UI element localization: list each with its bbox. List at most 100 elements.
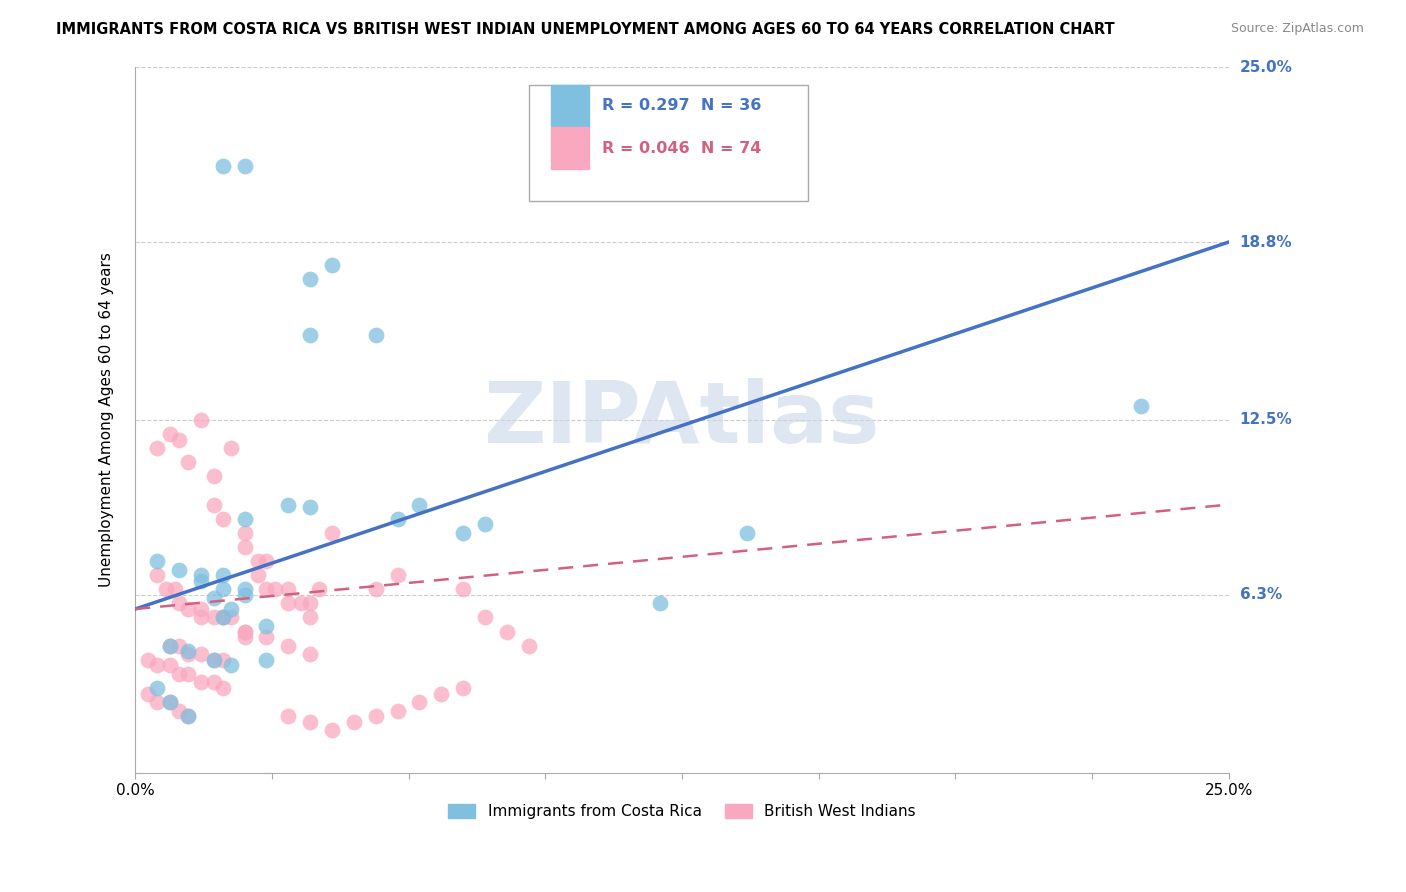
- Point: [146, 658, 169, 673]
- Point: [176, 644, 198, 658]
- Point: [474, 517, 496, 532]
- Point: [202, 469, 225, 483]
- Point: [299, 328, 322, 343]
- Point: [290, 596, 312, 610]
- Point: [211, 568, 233, 582]
- Point: [202, 653, 225, 667]
- Point: [221, 610, 243, 624]
- Point: [155, 582, 177, 597]
- Point: [299, 272, 322, 286]
- Point: [387, 568, 409, 582]
- Point: [277, 639, 299, 653]
- Point: [254, 554, 277, 568]
- Point: [233, 582, 256, 597]
- Point: [233, 159, 256, 173]
- Point: [211, 159, 233, 173]
- Point: [202, 653, 225, 667]
- Point: [299, 714, 322, 729]
- Point: [496, 624, 519, 639]
- Point: [277, 596, 299, 610]
- Point: [277, 498, 299, 512]
- Point: [146, 695, 169, 709]
- Point: [233, 540, 256, 554]
- Point: [190, 568, 212, 582]
- Point: [159, 695, 181, 709]
- Point: [737, 525, 759, 540]
- Point: [299, 596, 322, 610]
- Point: [176, 709, 198, 723]
- Point: [176, 455, 198, 469]
- Point: [233, 624, 256, 639]
- Point: [254, 630, 277, 644]
- Text: ZIPAtlas: ZIPAtlas: [484, 378, 880, 461]
- Point: [221, 658, 243, 673]
- Point: [146, 568, 169, 582]
- Point: [517, 639, 540, 653]
- Point: [254, 619, 277, 633]
- Point: [233, 525, 256, 540]
- Text: 12.5%: 12.5%: [1240, 412, 1292, 427]
- Point: [1130, 399, 1153, 413]
- Point: [176, 667, 198, 681]
- Point: [163, 582, 186, 597]
- Point: [451, 681, 474, 695]
- Point: [321, 723, 343, 738]
- Text: Source: ZipAtlas.com: Source: ZipAtlas.com: [1230, 22, 1364, 36]
- Point: [321, 258, 343, 272]
- Point: [202, 498, 225, 512]
- Point: [159, 658, 181, 673]
- Point: [167, 704, 190, 718]
- FancyBboxPatch shape: [529, 85, 807, 202]
- Point: [176, 647, 198, 661]
- Point: [474, 610, 496, 624]
- Text: 6.3%: 6.3%: [1240, 588, 1282, 602]
- Text: R = 0.297  N = 36: R = 0.297 N = 36: [602, 98, 762, 113]
- Point: [308, 582, 330, 597]
- Point: [408, 498, 430, 512]
- Point: [202, 675, 225, 690]
- Bar: [551, 127, 589, 169]
- Point: [211, 653, 233, 667]
- Point: [221, 441, 243, 455]
- Point: [430, 687, 453, 701]
- Point: [159, 695, 181, 709]
- Point: [364, 582, 387, 597]
- Point: [233, 630, 256, 644]
- Point: [299, 610, 322, 624]
- Point: [254, 653, 277, 667]
- Point: [190, 610, 212, 624]
- Text: 18.8%: 18.8%: [1240, 235, 1292, 250]
- Point: [202, 591, 225, 605]
- Point: [146, 681, 169, 695]
- Point: [408, 695, 430, 709]
- Point: [451, 582, 474, 597]
- Point: [167, 596, 190, 610]
- Point: [299, 500, 322, 515]
- Point: [233, 588, 256, 602]
- Point: [176, 602, 198, 616]
- Point: [343, 714, 366, 729]
- Point: [167, 562, 190, 576]
- Text: R = 0.046  N = 74: R = 0.046 N = 74: [602, 141, 762, 156]
- Point: [221, 602, 243, 616]
- Point: [233, 512, 256, 526]
- Point: [190, 647, 212, 661]
- Legend: Immigrants from Costa Rica, British West Indians: Immigrants from Costa Rica, British West…: [441, 797, 922, 825]
- Point: [321, 525, 343, 540]
- Point: [264, 582, 287, 597]
- Point: [146, 554, 169, 568]
- Point: [202, 610, 225, 624]
- Point: [159, 427, 181, 442]
- Point: [190, 574, 212, 588]
- Point: [277, 709, 299, 723]
- Point: [136, 687, 159, 701]
- Point: [387, 512, 409, 526]
- Point: [233, 624, 256, 639]
- Point: [211, 582, 233, 597]
- Point: [364, 328, 387, 343]
- Point: [176, 709, 198, 723]
- Point: [246, 554, 269, 568]
- Bar: [551, 85, 589, 127]
- Point: [211, 610, 233, 624]
- Point: [190, 675, 212, 690]
